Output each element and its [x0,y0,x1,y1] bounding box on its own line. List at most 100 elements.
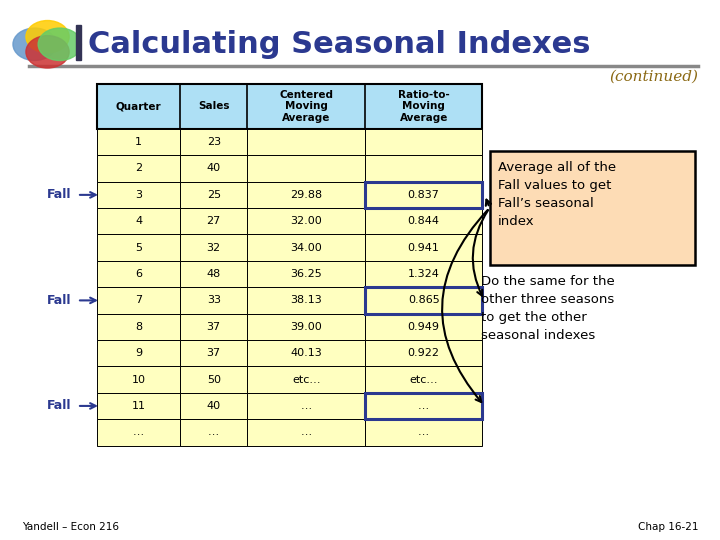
Circle shape [26,21,69,53]
Bar [365,156,482,181]
Text: 4: 4 [135,216,142,226]
Text: 32.00: 32.00 [290,216,322,226]
Text: 25: 25 [207,190,221,200]
Bar [180,181,248,208]
Text: 0.865: 0.865 [408,295,439,306]
Text: Ratio-to-
Moving
Average: Ratio-to- Moving Average [397,90,449,123]
Text: 23: 23 [207,137,221,147]
Bar [97,181,180,208]
Bar [97,393,180,419]
Text: 0.922: 0.922 [408,348,440,358]
Text: 33: 33 [207,295,221,306]
Bar [365,287,482,314]
Bar [180,419,248,446]
Bar [97,129,180,156]
Bar [180,156,248,181]
Text: 6: 6 [135,269,142,279]
Bar [365,419,482,446]
Bar [365,366,482,393]
Bar [248,156,365,181]
Text: 10: 10 [132,375,145,384]
Text: Quarter: Quarter [116,102,161,111]
Text: Yandell – Econ 216: Yandell – Econ 216 [22,522,119,531]
Text: 40: 40 [207,401,221,411]
Text: 40: 40 [207,164,221,173]
Text: Centered
Moving
Average: Centered Moving Average [279,90,333,123]
Bar [365,340,482,366]
Text: 39.00: 39.00 [290,322,322,332]
Bar [97,208,180,234]
Text: 38.13: 38.13 [290,295,322,306]
Text: Fall: Fall [47,400,71,413]
Bar [97,287,180,314]
Bar [365,129,482,156]
Text: 0.837: 0.837 [408,190,440,200]
Text: 50: 50 [207,375,221,384]
Text: Chap 16-21: Chap 16-21 [638,522,698,531]
Bar [248,393,365,419]
Bar [490,151,695,265]
Bar [180,287,248,314]
Text: (continued): (continued) [609,70,698,84]
Text: Sales: Sales [198,102,230,111]
Text: 37: 37 [207,348,221,358]
Text: Calculating Seasonal Indexes: Calculating Seasonal Indexes [88,30,590,59]
Text: etc…: etc… [292,375,320,384]
Text: 36.25: 36.25 [290,269,322,279]
Text: Fall: Fall [47,188,71,201]
Bar [76,25,81,60]
Bar [248,287,365,314]
Bar [97,156,180,181]
Text: Fall: Fall [47,294,71,307]
Bar [180,129,248,156]
Bar [97,261,180,287]
Bar [97,84,482,129]
Circle shape [26,36,69,68]
Bar [97,419,180,446]
Bar [248,419,365,446]
Bar [248,208,365,234]
Bar [180,234,248,261]
Text: 29.88: 29.88 [290,190,323,200]
Text: 1.324: 1.324 [408,269,440,279]
Text: 37: 37 [207,322,221,332]
Bar [248,366,365,393]
Bar [365,287,482,314]
Text: 11: 11 [132,401,145,411]
Bar [248,314,365,340]
Text: …: … [418,427,429,437]
Text: …: … [133,427,144,437]
Bar [248,181,365,208]
Bar [365,393,482,419]
Text: …: … [208,427,220,437]
Text: …: … [301,401,312,411]
Text: …: … [418,401,429,411]
Bar [365,208,482,234]
Text: 3: 3 [135,190,142,200]
Bar [365,261,482,287]
Text: Average all of the
Fall values to get
Fall’s seasonal
index: Average all of the Fall values to get Fa… [498,161,616,228]
Bar [365,234,482,261]
Text: Do the same for the
other three seasons
to get the other
seasonal indexes: Do the same for the other three seasons … [481,275,615,342]
Circle shape [38,28,81,60]
Bar [180,340,248,366]
Text: 1: 1 [135,137,142,147]
Text: 0.941: 0.941 [408,242,440,253]
Text: 9: 9 [135,348,142,358]
Bar [365,314,482,340]
Bar [180,208,248,234]
Bar [180,314,248,340]
Bar [97,366,180,393]
Text: 32: 32 [207,242,221,253]
Text: 7: 7 [135,295,142,306]
Bar [180,393,248,419]
Bar [97,314,180,340]
Text: etc…: etc… [410,375,438,384]
Text: 48: 48 [207,269,221,279]
Text: 2: 2 [135,164,142,173]
Text: 34.00: 34.00 [290,242,322,253]
Bar [248,234,365,261]
Bar [97,234,180,261]
Bar [365,393,482,419]
Text: 40.13: 40.13 [290,348,322,358]
